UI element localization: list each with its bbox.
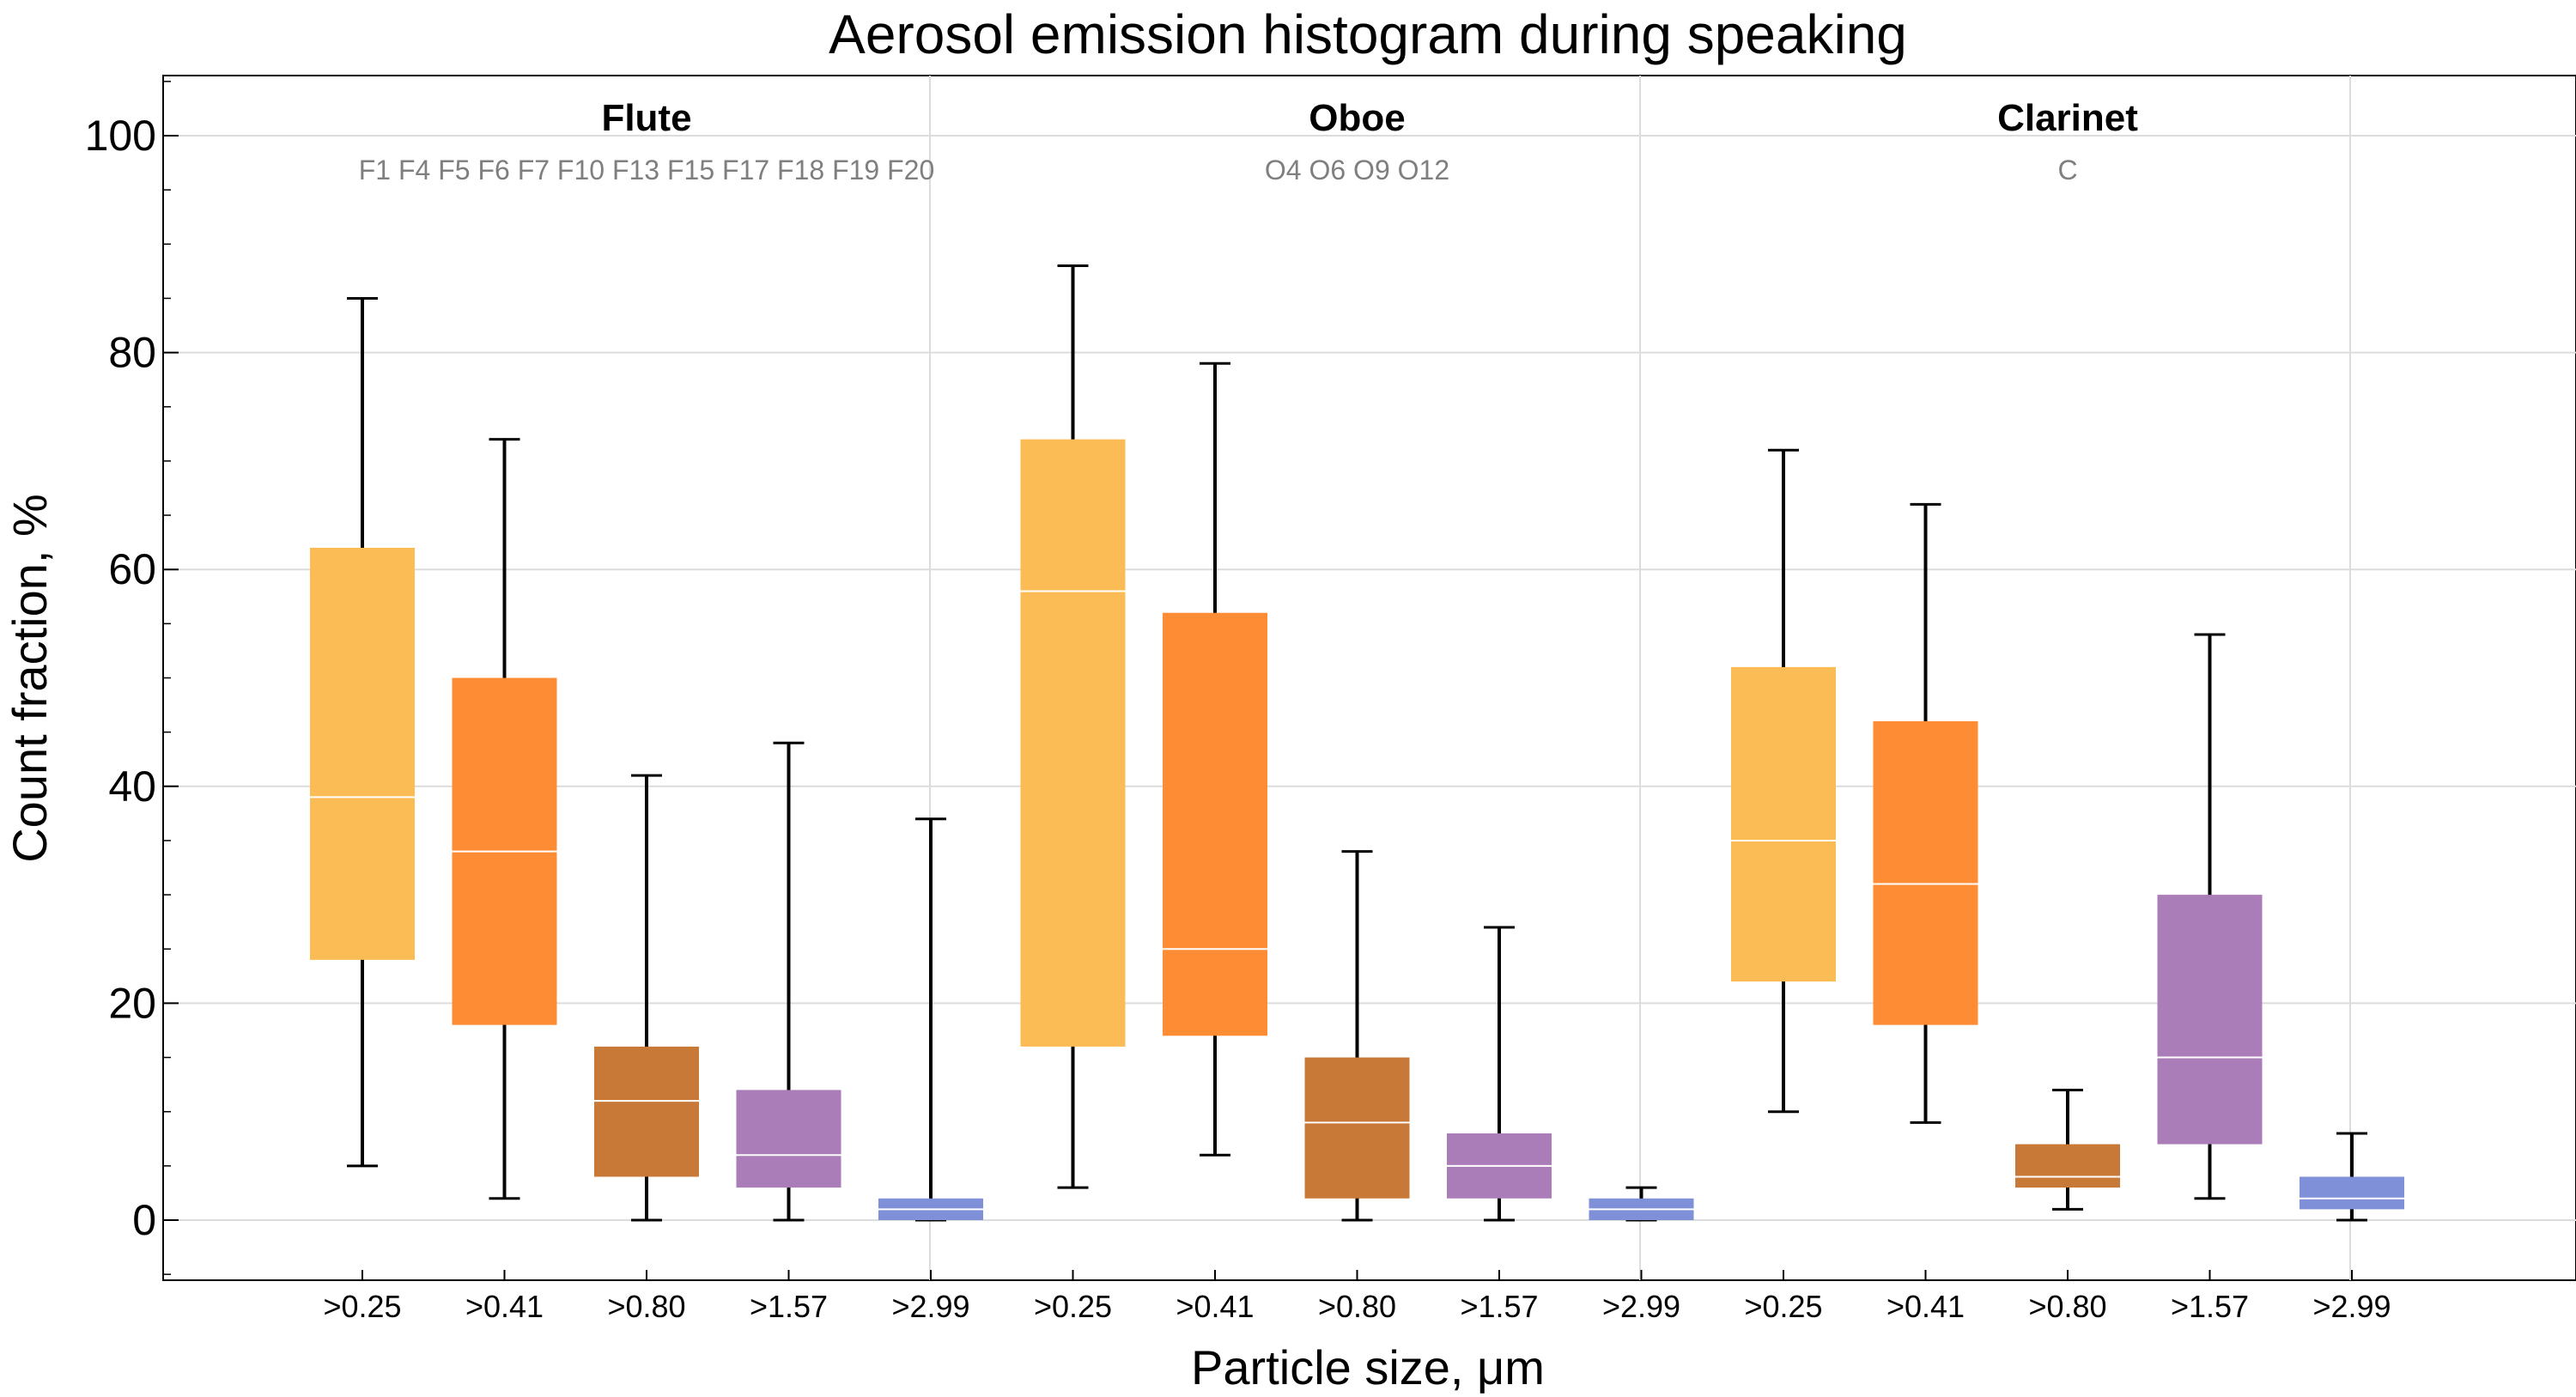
group-members-clarinet: C — [2057, 155, 2077, 185]
plot-area: 0 20 40 60 80 100 Flute F1 F4 F5 F6 F7 F10 F13… — [85, 75, 2576, 1324]
group-label-flute: Flute — [601, 97, 691, 139]
box-iqr — [1731, 666, 1836, 982]
x-tick-label: >0.25 — [1034, 1289, 1112, 1324]
y-tick-label: 0 — [132, 1196, 156, 1244]
x-tick-label: >0.41 — [465, 1289, 544, 1324]
x-tick-label: >0.25 — [1744, 1289, 1822, 1324]
box-iqr — [1304, 1057, 1410, 1199]
x-axis-label: Particle size, μm — [1191, 1340, 1545, 1394]
box-clarinet-1 — [1731, 448, 1836, 1114]
y-axis-label: Count fraction, % — [3, 494, 57, 863]
box-oboe-4 — [1447, 926, 1552, 1222]
box-iqr — [736, 1090, 841, 1188]
box-clarinet-5 — [2300, 1132, 2404, 1222]
grid-lines — [163, 76, 2576, 1280]
x-tick-label: >2.99 — [2312, 1289, 2391, 1324]
box-oboe-1 — [1020, 264, 1126, 1189]
y-tick-label: 60 — [108, 545, 156, 593]
chart-title: Aerosol emission histogram during speaki… — [829, 3, 1907, 65]
y-tick-label: 20 — [108, 979, 156, 1027]
y-axis: 0 20 40 60 80 100 — [85, 81, 179, 1275]
box-iqr — [2015, 1144, 2120, 1188]
x-tick-label: >1.57 — [750, 1289, 828, 1324]
box-iqr — [1163, 612, 1267, 1036]
x-tick-label: >0.41 — [1176, 1289, 1254, 1324]
x-axis: >0.25 >0.41 >0.80 >1.57 >2.99 >0.25 >0.41 >0.80… — [323, 1270, 2391, 1324]
box-clarinet-4 — [2157, 633, 2263, 1200]
box-iqr — [1873, 721, 1978, 1025]
x-tick-label: >0.80 — [1318, 1289, 1396, 1324]
x-tick-label: >0.80 — [2028, 1289, 2106, 1324]
box-oboe-5 — [1589, 1186, 1694, 1222]
x-tick-label: >1.57 — [2171, 1289, 2249, 1324]
x-tick-label: >0.25 — [323, 1289, 401, 1324]
box-flute-1 — [310, 296, 415, 1168]
x-tick-label: >0.41 — [1886, 1289, 1965, 1324]
box-iqr — [310, 547, 415, 960]
x-tick-label: >2.99 — [891, 1289, 969, 1324]
box-clarinet-2 — [1873, 502, 1978, 1124]
y-tick-label: 100 — [85, 112, 156, 160]
box-oboe-2 — [1163, 361, 1267, 1157]
group-label-clarinet: Clarinet — [1997, 97, 2138, 139]
box-iqr — [2157, 895, 2263, 1145]
x-tick-label: >0.80 — [607, 1289, 685, 1324]
boxes — [310, 264, 2404, 1222]
y-tick-label: 80 — [108, 329, 156, 377]
box-clarinet-3 — [2015, 1088, 2120, 1211]
group-labels: Flute F1 F4 F5 F6 F7 F10 F13 F15 F17 F18 … — [359, 97, 2139, 185]
box-iqr — [594, 1046, 699, 1177]
x-tick-label: >2.99 — [1602, 1289, 1680, 1324]
box-flute-3 — [594, 774, 699, 1222]
box-flute-4 — [736, 741, 841, 1222]
group-label-oboe: Oboe — [1309, 97, 1405, 139]
x-tick-label: >1.57 — [1460, 1289, 1538, 1324]
box-oboe-3 — [1304, 850, 1410, 1222]
box-flute-5 — [878, 817, 983, 1222]
box-iqr — [2300, 1176, 2404, 1210]
group-members-oboe: O4 O6 O9 O12 — [1265, 155, 1449, 185]
y-tick-label: 40 — [108, 762, 156, 811]
box-flute-2 — [452, 438, 557, 1200]
group-members-flute: F1 F4 F5 F6 F7 F10 F13 F15 F17 F18 F19 F… — [359, 155, 935, 185]
box-iqr — [1020, 439, 1126, 1047]
